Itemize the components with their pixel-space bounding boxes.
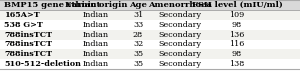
Text: 788insTCT: 788insTCT [4, 40, 52, 48]
Text: 35: 35 [133, 50, 143, 58]
Text: Amenorrhoea: Amenorrhoea [148, 1, 212, 9]
FancyBboxPatch shape [0, 0, 300, 10]
Text: 136: 136 [229, 31, 245, 39]
Text: Secondary: Secondary [158, 31, 202, 39]
Text: Age: Age [129, 1, 147, 9]
Text: Secondary: Secondary [158, 11, 202, 19]
Text: Indian: Indian [83, 40, 109, 48]
Text: 788insTCT: 788insTCT [4, 31, 52, 39]
Text: Secondary: Secondary [158, 60, 202, 68]
Text: Indian: Indian [83, 21, 109, 29]
FancyBboxPatch shape [0, 10, 300, 20]
Text: Indian: Indian [83, 11, 109, 19]
Text: 35: 35 [133, 60, 143, 68]
Text: Indian: Indian [83, 60, 109, 68]
Text: 138: 138 [230, 60, 244, 68]
Text: Secondary: Secondary [158, 21, 202, 29]
Text: Secondary: Secondary [158, 50, 202, 58]
Text: 32: 32 [133, 40, 143, 48]
Text: 788insTCT: 788insTCT [4, 50, 52, 58]
FancyBboxPatch shape [0, 20, 300, 30]
FancyBboxPatch shape [0, 49, 300, 59]
Text: FSH level (mIU/ml): FSH level (mIU/ml) [192, 1, 282, 9]
Text: 98: 98 [232, 21, 242, 29]
Text: BMP15 gene variant: BMP15 gene variant [4, 1, 101, 9]
FancyBboxPatch shape [0, 40, 300, 49]
Text: 116: 116 [229, 40, 245, 48]
Text: Indian: Indian [83, 50, 109, 58]
Text: Indian: Indian [83, 31, 109, 39]
FancyBboxPatch shape [0, 30, 300, 40]
Text: 510-512-deletion: 510-512-deletion [4, 60, 81, 68]
Text: 165A>T: 165A>T [4, 11, 40, 19]
Text: 109: 109 [230, 11, 244, 19]
Text: 28: 28 [133, 31, 143, 39]
Text: 31: 31 [133, 11, 143, 19]
FancyBboxPatch shape [0, 59, 300, 69]
Text: 33: 33 [133, 21, 143, 29]
Text: 98: 98 [232, 50, 242, 58]
Text: Secondary: Secondary [158, 40, 202, 48]
Text: Ethnic origin: Ethnic origin [65, 1, 127, 9]
Text: 538 G>T: 538 G>T [4, 21, 44, 29]
